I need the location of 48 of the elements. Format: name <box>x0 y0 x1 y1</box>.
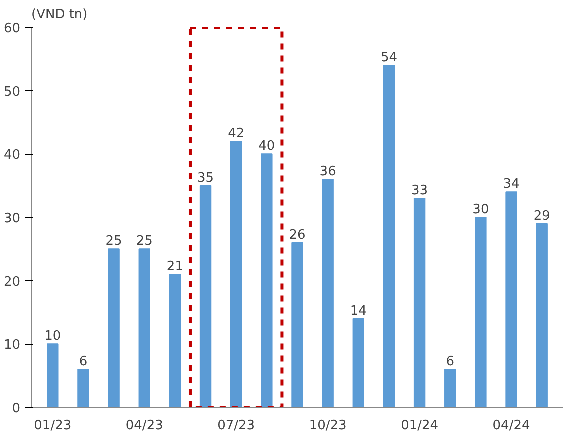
x-tick-label: 10/23 <box>309 418 347 434</box>
bar <box>414 198 426 408</box>
y-tick-label: 60 <box>4 22 21 36</box>
data-label: 29 <box>534 208 550 224</box>
bar <box>78 369 90 408</box>
data-label: 35 <box>198 170 214 186</box>
bar <box>383 65 396 408</box>
y-tick-label: 30 <box>4 212 21 226</box>
y-tick-label: 50 <box>4 84 21 100</box>
data-label: 25 <box>136 234 153 250</box>
y-tick-label: 0 <box>12 402 21 416</box>
bar <box>47 344 59 408</box>
data-label: 10 <box>44 329 62 344</box>
bar <box>322 179 334 408</box>
data-label: 25 <box>106 234 122 250</box>
bar <box>536 223 548 408</box>
x-tick-label: 01/23 <box>34 418 72 434</box>
data-label: 40 <box>258 139 276 154</box>
data-label: 26 <box>289 228 306 243</box>
y-axis-title: (VND tn) <box>32 8 88 22</box>
bar <box>200 185 212 408</box>
data-label: 6 <box>79 354 88 370</box>
bar <box>108 248 120 408</box>
data-label: 42 <box>228 126 245 142</box>
x-tick-label: 04/24 <box>492 418 530 434</box>
bar <box>444 369 456 408</box>
x-tick-label: 04/23 <box>126 418 164 434</box>
bar <box>169 274 182 408</box>
data-label: 30 <box>472 202 490 218</box>
y-tick-label: 40 <box>4 148 21 164</box>
x-tick-label: 01/24 <box>401 418 439 434</box>
data-label: 14 <box>350 304 367 319</box>
bar <box>138 248 150 408</box>
data-label: 36 <box>320 164 336 180</box>
y-tick-label: 20 <box>4 274 21 290</box>
data-label: 33 <box>412 184 428 198</box>
data-label: 34 <box>503 177 520 192</box>
bar <box>475 217 487 408</box>
bar <box>230 141 242 408</box>
bar <box>261 154 273 408</box>
data-label: 21 <box>166 260 184 274</box>
bar <box>292 242 304 408</box>
x-tick-label: 07/23 <box>218 418 256 434</box>
bar <box>352 318 364 408</box>
bar <box>506 192 518 408</box>
data-label: 54 <box>380 50 398 66</box>
data-label: 6 <box>446 354 455 370</box>
y-tick-label: 10 <box>4 338 21 354</box>
